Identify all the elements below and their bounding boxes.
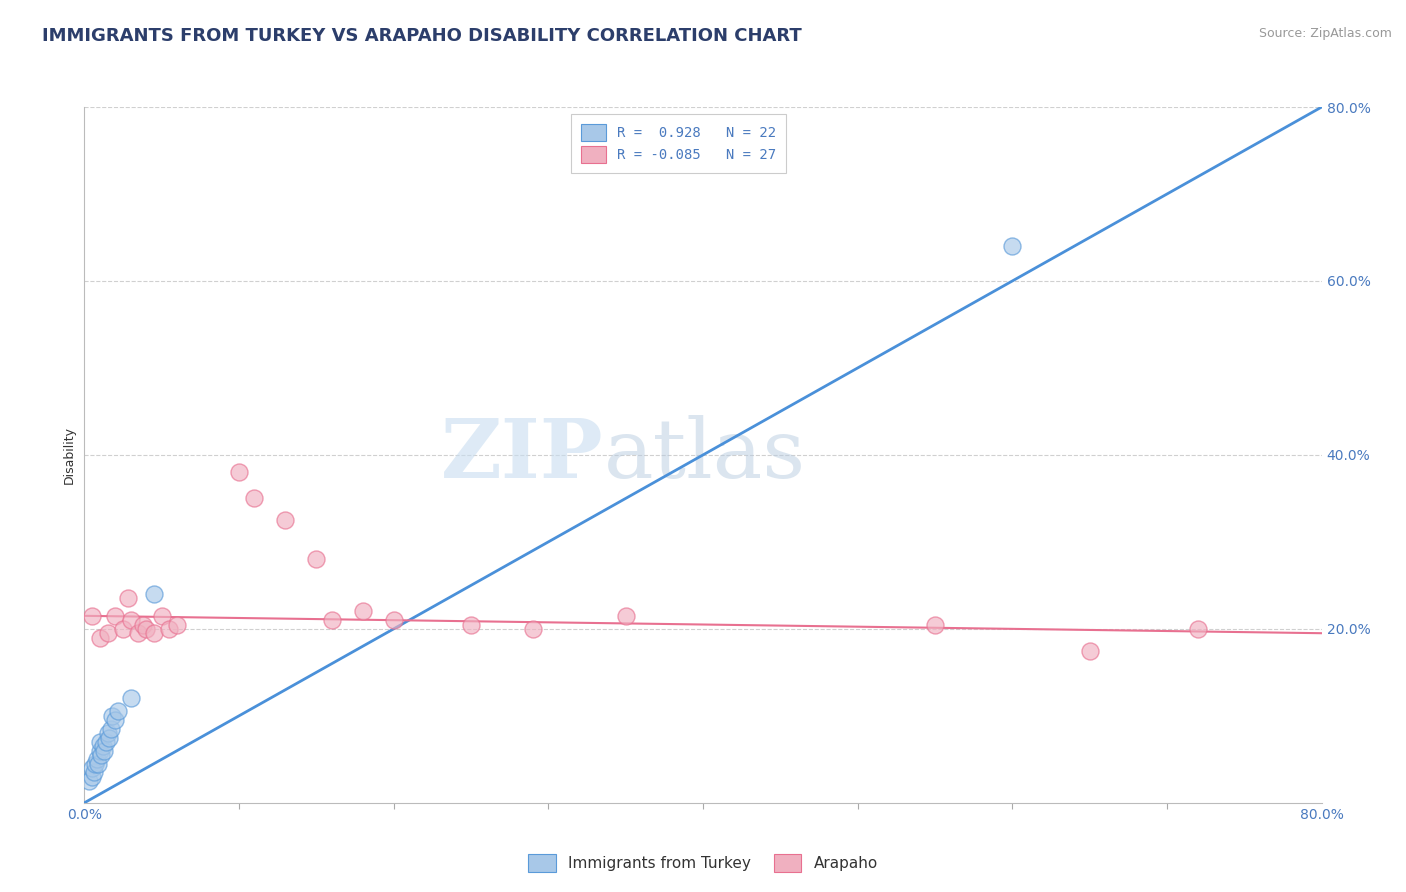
Point: [86, 752, 108, 766]
Point: [100, 722, 122, 736]
Point: [77, 774, 100, 789]
Point: [924, 617, 946, 632]
Point: [91, 739, 114, 754]
Point: [117, 591, 139, 606]
Point: [89, 631, 111, 645]
Point: [84, 756, 107, 771]
Point: [132, 617, 155, 632]
Point: [127, 626, 149, 640]
Point: [614, 608, 637, 623]
Point: [382, 613, 405, 627]
Text: ZIP: ZIP: [441, 415, 605, 495]
Point: [82, 761, 104, 775]
Text: atlas: atlas: [605, 415, 806, 495]
Point: [120, 613, 142, 627]
Point: [96, 726, 118, 740]
Point: [82, 608, 104, 623]
Point: [101, 708, 124, 723]
Point: [243, 491, 266, 506]
Point: [107, 705, 129, 719]
Point: [96, 626, 118, 640]
Point: [1187, 622, 1209, 636]
Point: [87, 756, 110, 771]
Point: [522, 622, 544, 636]
Point: [104, 608, 127, 623]
Point: [94, 735, 117, 749]
Point: [460, 617, 482, 632]
Y-axis label: Disability: Disability: [63, 425, 76, 484]
Legend: R =  0.928   N = 22, R = -0.085   N = 27: R = 0.928 N = 22, R = -0.085 N = 27: [571, 114, 786, 173]
Point: [83, 765, 105, 780]
Point: [93, 744, 115, 758]
Legend: Immigrants from Turkey, Arapaho: Immigrants from Turkey, Arapaho: [520, 846, 886, 880]
Point: [1078, 643, 1101, 657]
Point: [112, 622, 135, 636]
Point: [1001, 239, 1024, 253]
Point: [143, 626, 166, 640]
Point: [143, 587, 166, 601]
Point: [274, 513, 297, 527]
Point: [135, 622, 157, 636]
Point: [90, 747, 112, 762]
Point: [104, 713, 127, 727]
Point: [321, 613, 343, 627]
Point: [150, 608, 173, 623]
Point: [82, 770, 104, 784]
Point: [228, 466, 250, 480]
Point: [89, 735, 111, 749]
Point: [120, 691, 142, 706]
Point: [98, 731, 121, 745]
Text: IMMIGRANTS FROM TURKEY VS ARAPAHO DISABILITY CORRELATION CHART: IMMIGRANTS FROM TURKEY VS ARAPAHO DISABI…: [42, 27, 801, 45]
Point: [89, 744, 111, 758]
Point: [159, 622, 180, 636]
Point: [166, 617, 188, 632]
Text: Source: ZipAtlas.com: Source: ZipAtlas.com: [1258, 27, 1392, 40]
Point: [352, 605, 374, 619]
Point: [305, 552, 328, 566]
